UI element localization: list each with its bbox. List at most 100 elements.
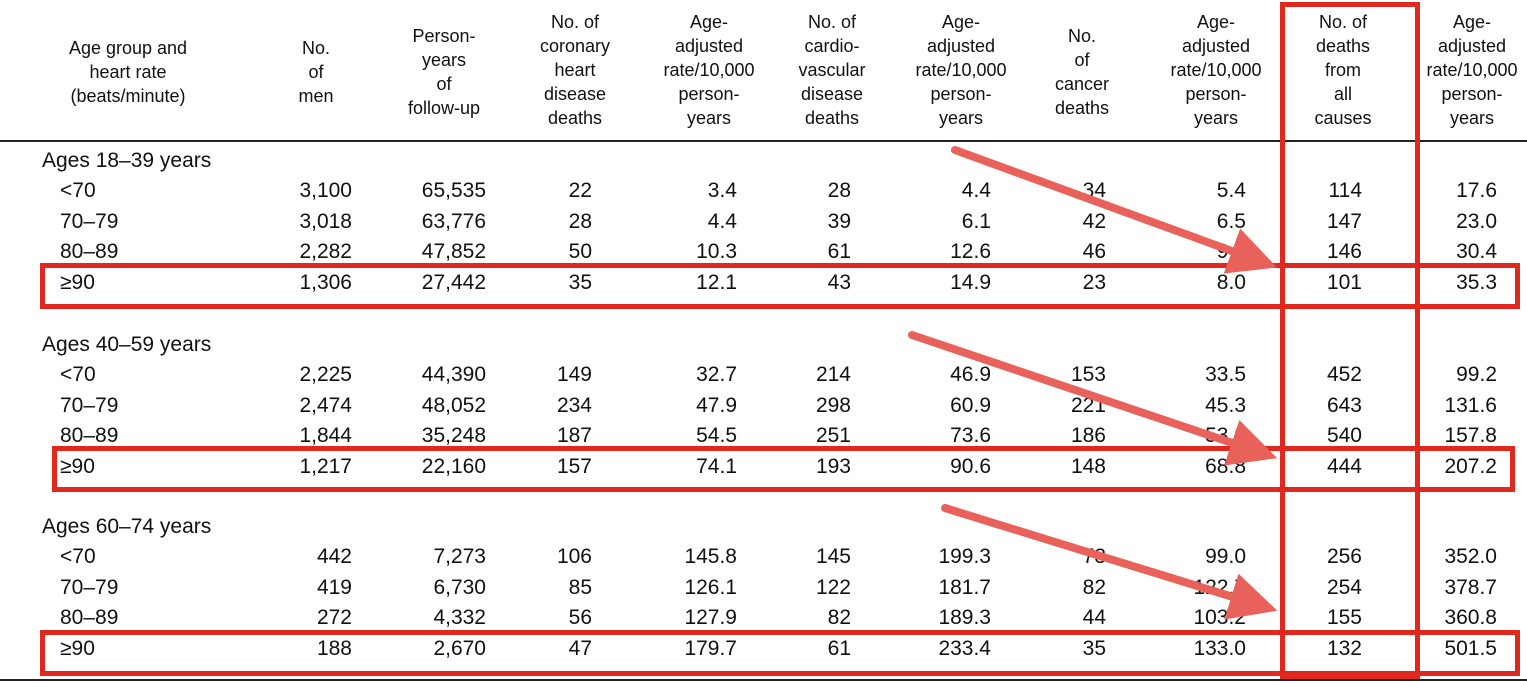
cell-cvd-rate: 181.7	[938, 575, 991, 599]
cell-all-cause-rate: 131.6	[1444, 393, 1497, 417]
cell-all-cause-deaths: 540	[1326, 424, 1362, 447]
cell-no-of-men: 2,225	[299, 363, 352, 386]
header-no-of-men: No. of men	[298, 38, 334, 106]
cell-chd-deaths: 35	[568, 270, 592, 294]
cell-cvd-deaths: 214	[815, 363, 851, 386]
highlight-row-60-74-90plus	[40, 630, 1520, 676]
cell-cancer-deaths: 148	[1070, 454, 1106, 478]
cell-cancer-deaths: 153	[1070, 363, 1106, 386]
cell-heart-rate: 70–79	[60, 393, 119, 417]
cell-chd-deaths: 85	[568, 575, 592, 599]
cell-no-of-men: 1,306	[299, 270, 352, 294]
cell-cvd-deaths: 82	[827, 606, 851, 629]
cell-heart-rate: ≥90	[60, 636, 95, 660]
header-cvd-rate: Age- adjusted rate/10,000 person- years	[915, 12, 1007, 128]
cell-cancer-rate: 5.4	[1216, 179, 1246, 202]
cell-cvd-rate: 6.1	[961, 209, 991, 233]
header-cancer-deaths: No. of cancer deaths	[1054, 26, 1110, 118]
cell-all-cause-rate: 35.3	[1456, 270, 1497, 294]
header-heart-rate: Age group and heart rate (beats/minute)	[68, 38, 188, 106]
cell-chd-deaths: 187	[556, 424, 592, 447]
cell-heart-rate: 70–79	[60, 575, 119, 599]
cell-cvd-rate: 12.6	[950, 240, 991, 263]
cell-heart-rate: ≥90	[60, 454, 95, 478]
cell-cancer-deaths: 23	[1082, 270, 1106, 294]
cell-cvd-deaths: 193	[815, 454, 851, 478]
cell-heart-rate: <70	[60, 545, 96, 568]
cell-person-years: 47,852	[421, 240, 486, 263]
cell-all-cause-deaths: 444	[1326, 454, 1362, 478]
cell-cancer-rate: 33.5	[1205, 363, 1246, 386]
cell-heart-rate: ≥90	[60, 270, 95, 294]
cell-heart-rate: 80–89	[60, 606, 119, 629]
cell-cvd-deaths: 43	[827, 270, 851, 294]
cell-cancer-rate: 6.5	[1216, 209, 1246, 233]
cell-all-cause-rate: 23.0	[1456, 209, 1497, 233]
cell-person-years: 44,390	[421, 363, 486, 386]
cell-chd-deaths: 56	[568, 606, 592, 629]
header-cancer-rate: Age- adjusted rate/10,000 person- years	[1170, 12, 1262, 128]
cell-person-years: 6,730	[433, 575, 486, 599]
cell-cancer-rate: 8.0	[1216, 270, 1246, 294]
highlight-all-causes-column	[1280, 2, 1420, 679]
cell-all-cause-rate: 30.4	[1456, 240, 1497, 263]
cell-no-of-men: 2,474	[299, 393, 352, 417]
cell-cvd-deaths: 61	[827, 240, 851, 263]
cell-person-years: 27,442	[421, 270, 486, 294]
section-label: Ages 40–59 years	[42, 333, 212, 356]
cell-all-cause-rate: 378.7	[1444, 575, 1497, 599]
cell-person-years: 63,776	[421, 209, 486, 233]
cell-chd-rate: 127.9	[684, 606, 737, 629]
cell-no-of-men: 3,100	[299, 179, 352, 202]
cell-all-cause-deaths: 114	[1328, 179, 1362, 202]
cell-cancer-deaths: 42	[1082, 209, 1106, 233]
cell-all-cause-deaths: 643	[1326, 393, 1362, 417]
cell-heart-rate: 80–89	[60, 240, 119, 263]
cell-no-of-men: 3,018	[299, 209, 352, 233]
cell-chd-deaths: 106	[556, 545, 592, 568]
cell-chd-deaths: 157	[556, 454, 592, 478]
cell-chd-rate: 145.8	[684, 545, 737, 568]
cell-person-years: 65,535	[421, 179, 486, 202]
cell-no-of-men: 442	[316, 545, 352, 568]
header-all-cause-rate: Age- adjusted rate/10,000 person- years	[1426, 12, 1518, 128]
cell-cvd-rate: 189.3	[938, 606, 991, 629]
cell-cancer-deaths: 35	[1082, 636, 1106, 660]
cell-chd-deaths: 47	[568, 636, 592, 660]
cell-cvd-deaths: 61	[827, 636, 851, 660]
cell-cvd-rate: 46.9	[950, 363, 991, 386]
cell-person-years: 4,332	[433, 606, 486, 629]
cell-person-years: 35,248	[421, 424, 486, 447]
cell-no-of-men: 2,282	[299, 240, 352, 263]
cell-all-cause-rate: 352.0	[1444, 545, 1497, 568]
cell-cvd-deaths: 122	[815, 575, 851, 599]
header-all-cause-deaths: No. of deaths from all causes	[1314, 12, 1372, 128]
cell-no-of-men: 419	[316, 575, 352, 599]
cell-chd-rate: 74.1	[696, 454, 737, 478]
header-rule	[0, 140, 1527, 142]
cell-cancer-deaths: 46	[1082, 240, 1106, 263]
cell-chd-rate: 10.3	[696, 240, 737, 263]
cell-cvd-rate: 60.9	[950, 393, 991, 417]
header-chd-deaths: No. of coronary heart disease deaths	[539, 12, 611, 128]
cell-all-cause-deaths: 146	[1326, 240, 1362, 263]
cell-chd-rate: 54.5	[696, 424, 737, 447]
highlight-row-40-59-90plus	[52, 446, 1515, 492]
cell-no-of-men: 1,217	[299, 454, 352, 478]
cell-all-cause-deaths: 256	[1326, 545, 1362, 568]
cell-cvd-deaths: 298	[815, 393, 851, 417]
cell-chd-rate: 4.4	[707, 209, 737, 233]
cell-cancer-rate: 103.2	[1193, 606, 1246, 629]
cell-cancer-deaths: 82	[1082, 575, 1106, 599]
cell-cvd-deaths: 145	[815, 545, 851, 568]
header-chd-rate: Age- adjusted rate/10,000 person- years	[663, 12, 755, 128]
cell-all-cause-deaths: 155	[1326, 606, 1362, 629]
cell-cvd-rate: 199.3	[938, 545, 991, 568]
cell-all-cause-deaths: 101	[1326, 270, 1362, 294]
cell-cancer-rate: 45.3	[1205, 393, 1246, 417]
cell-person-years: 22,160	[421, 454, 486, 478]
cell-cancer-deaths: 34	[1082, 179, 1106, 202]
cell-chd-rate: 3.4	[707, 179, 737, 202]
section-label: Ages 18–39 years	[42, 149, 212, 172]
cell-chd-rate: 47.9	[696, 393, 737, 417]
